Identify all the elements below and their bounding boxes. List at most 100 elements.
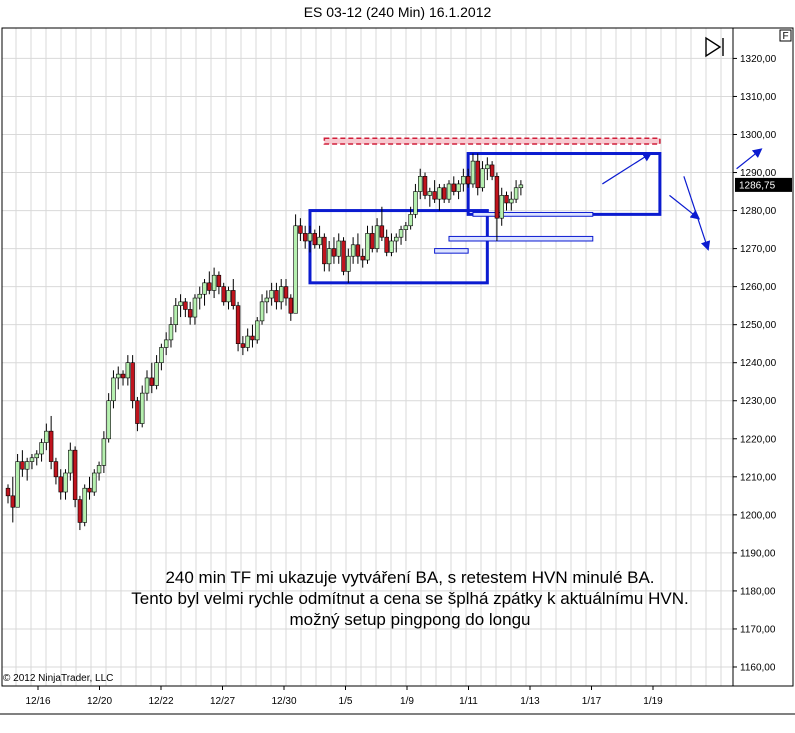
axis-frame (732, 27, 794, 687)
candle (451, 176, 456, 196)
candle-body (341, 240, 346, 272)
candle-body (29, 457, 35, 462)
candle-body (350, 244, 356, 257)
candle (465, 168, 471, 188)
candle-body (197, 293, 202, 299)
candle (475, 153, 480, 196)
candle (322, 233, 327, 272)
candle (116, 366, 121, 390)
candle (58, 469, 63, 500)
candle-body (245, 335, 250, 348)
candle (245, 328, 250, 352)
candle-body (106, 400, 111, 440)
candle (312, 229, 317, 249)
candle (350, 237, 356, 264)
candle (365, 225, 370, 264)
candle (326, 240, 332, 272)
corner-box[interactable] (779, 29, 792, 42)
candle-body (403, 225, 409, 230)
candle (15, 453, 20, 508)
candle (187, 301, 193, 325)
candle (96, 461, 102, 481)
candle-body (326, 248, 332, 265)
time-tick-label: 1/13 (520, 696, 540, 707)
candle (240, 336, 246, 356)
candle-body (139, 392, 145, 424)
price-tick-label: 1240,00 (740, 358, 777, 369)
time-tick-label: 1/5 (339, 696, 353, 707)
candle-body (513, 187, 519, 200)
candle-body (293, 225, 298, 314)
candle (379, 206, 385, 241)
candle-body (470, 160, 476, 185)
candle (144, 370, 150, 401)
candle-body (413, 191, 418, 215)
candle-body (68, 449, 73, 474)
candle-body (408, 214, 413, 227)
candle (317, 225, 322, 249)
candle-body (394, 236, 399, 242)
candle (235, 301, 241, 352)
price-tick-label: 1300,00 (740, 130, 777, 141)
candle-body (451, 183, 456, 192)
candle (111, 370, 116, 409)
candle-body (135, 400, 140, 424)
chart-frame: F (0, 27, 795, 715)
candle (34, 450, 39, 466)
price-tick-label: 1270,00 (740, 244, 777, 255)
candle (432, 180, 437, 203)
candle (456, 180, 461, 200)
candle-body (192, 297, 198, 318)
candle (341, 237, 346, 276)
candle-body (240, 343, 246, 348)
time-tick-label: 12/30 (271, 696, 296, 707)
price-tick-label: 1170,00 (740, 624, 776, 635)
chart-title: ES 03-12 (240 Min) 16.1.2012 (303, 4, 492, 20)
candle-body (39, 442, 44, 455)
candle-body (259, 301, 265, 322)
candle (255, 317, 260, 344)
candle-body (96, 465, 102, 474)
play-forward-icon[interactable] (705, 36, 724, 58)
grid-layer (2, 28, 733, 686)
candle (298, 218, 303, 241)
time-tick-label: 12/27 (210, 696, 235, 707)
candle-body (432, 191, 437, 200)
price-tick-label: 1200,00 (740, 510, 777, 521)
candle (226, 286, 231, 310)
candle-body (53, 461, 59, 478)
time-axis: 12/16 12/20 12/22 12/27 12/30 1/5 1/9 1/11 1/13 1… (25, 686, 663, 707)
candle (398, 225, 404, 245)
candle-body (379, 225, 385, 238)
candle (331, 237, 337, 264)
candle-body (374, 225, 380, 249)
candle (154, 355, 159, 390)
candle (269, 282, 274, 306)
candle-body (20, 461, 25, 470)
projection-arrow (736, 148, 763, 170)
candle-body (58, 476, 63, 493)
candle (29, 453, 35, 470)
price-tick-label: 1180,00 (740, 586, 776, 597)
candle (513, 180, 519, 203)
candle (216, 271, 222, 295)
projection-arrow (683, 176, 711, 251)
candle-body (307, 233, 313, 242)
candle-body (494, 176, 500, 219)
candle (48, 415, 54, 470)
annotation-line: Tento byl velmi rychle odmítnut a cena s… (131, 589, 689, 608)
candle (44, 423, 49, 451)
candle (408, 206, 413, 230)
candle-body (269, 290, 274, 299)
candle (135, 396, 140, 432)
candle-body (346, 255, 351, 272)
candle-body (24, 461, 30, 470)
candle-body (77, 499, 83, 523)
candle (427, 187, 433, 207)
price-tick-label: 1320,00 (740, 54, 777, 65)
candle-body (34, 453, 39, 459)
candle-body (87, 487, 92, 493)
candle-body (187, 309, 193, 318)
candle-body (518, 184, 524, 189)
